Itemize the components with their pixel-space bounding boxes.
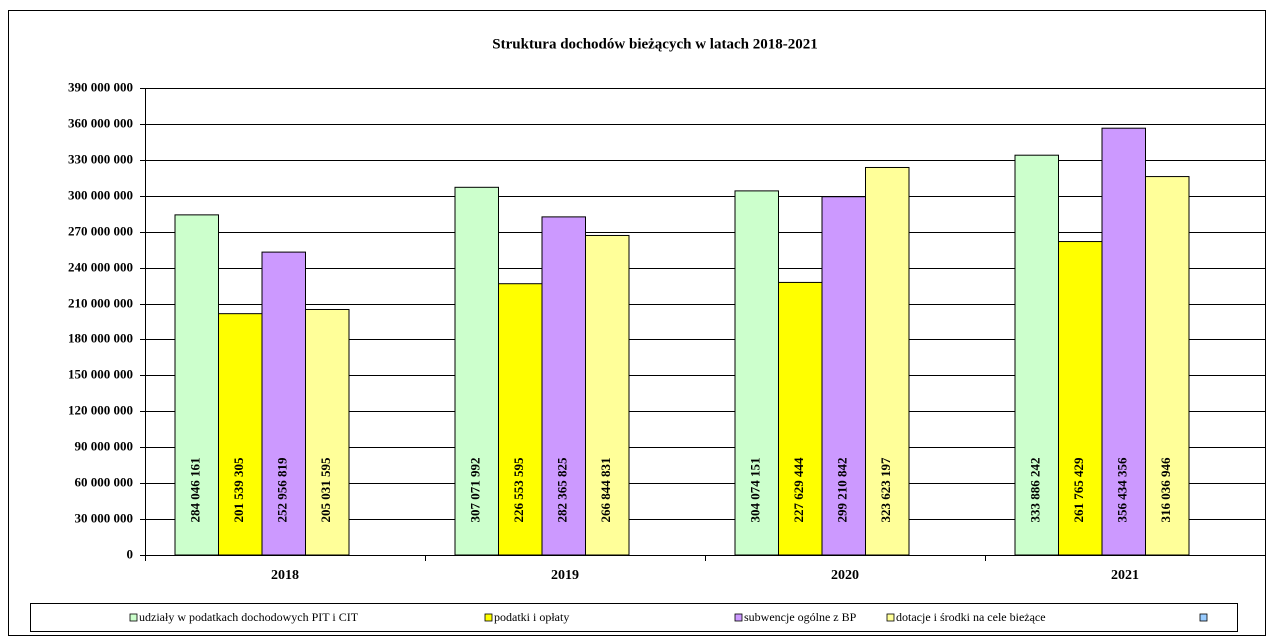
bar	[305, 308, 350, 556]
y-tick-label: 270 000 000	[68, 223, 133, 238]
y-tick-label: 30 000 000	[75, 510, 134, 525]
y-tick-label: 360 000 000	[68, 115, 133, 130]
bar	[261, 251, 306, 556]
data-label: 333 886 242	[1028, 458, 1043, 523]
data-label: 252 956 819	[275, 457, 290, 523]
data-label: 356 434 356	[1115, 457, 1130, 523]
data-label: 299 210 842	[835, 458, 850, 523]
y-tick-label: 210 000 000	[68, 295, 133, 310]
data-label: 323 623 197	[878, 457, 893, 523]
legend-swatch	[484, 613, 493, 622]
legend-label: udziały w podatkach dochodowych PIT i CI…	[139, 610, 359, 624]
data-label: 304 074 151	[748, 458, 763, 523]
legend-swatch	[886, 613, 895, 622]
data-label: 227 629 444	[791, 457, 806, 523]
bar	[1101, 127, 1146, 556]
bar	[585, 234, 630, 556]
bar	[778, 281, 823, 556]
legend-label: dotacje i środki na cele bieżące	[896, 610, 1046, 624]
legend-box	[30, 603, 1238, 632]
data-label: 316 036 946	[1158, 457, 1173, 523]
data-label: 266 844 831	[598, 458, 613, 523]
y-tick-label: 300 000 000	[68, 187, 133, 202]
y-tick-label: 240 000 000	[68, 259, 133, 274]
bar	[865, 166, 910, 556]
y-tick-label: 60 000 000	[75, 474, 134, 489]
data-label: 284 046 161	[188, 458, 203, 523]
legend-swatch	[734, 613, 743, 622]
legend-swatch	[1199, 613, 1208, 622]
y-tick-label: 90 000 000	[75, 438, 134, 453]
y-tick-label: 330 000 000	[68, 151, 133, 166]
x-tick-label: 2019	[551, 568, 579, 583]
x-tick-label: 2020	[831, 568, 859, 583]
data-label: 261 765 429	[1071, 457, 1086, 523]
data-label: 226 553 595	[511, 457, 526, 523]
y-tick-label: 0	[127, 546, 134, 561]
data-label: 201 539 305	[231, 457, 246, 523]
legend-label: subwencje ogólne z BP	[744, 610, 857, 624]
legend-label: podatki i opłaty	[494, 610, 569, 624]
data-label: 282 365 825	[555, 457, 570, 523]
y-tick-label: 150 000 000	[68, 366, 133, 381]
x-tick-label: 2018	[271, 568, 299, 583]
y-tick-label: 180 000 000	[68, 330, 133, 345]
bar	[821, 196, 866, 556]
y-tick-label: 120 000 000	[68, 402, 133, 417]
data-label: 205 031 595	[318, 457, 333, 523]
x-tick-label: 2021	[1111, 568, 1139, 583]
chart-title: Struktura dochodów bieżących w latach 20…	[492, 36, 817, 52]
bar	[1014, 154, 1059, 556]
bar	[734, 190, 779, 556]
bar	[498, 283, 543, 556]
data-label: 307 071 992	[468, 458, 483, 523]
legend-swatch	[129, 613, 138, 622]
bar	[541, 216, 586, 556]
y-tick-label: 390 000 000	[68, 79, 133, 94]
